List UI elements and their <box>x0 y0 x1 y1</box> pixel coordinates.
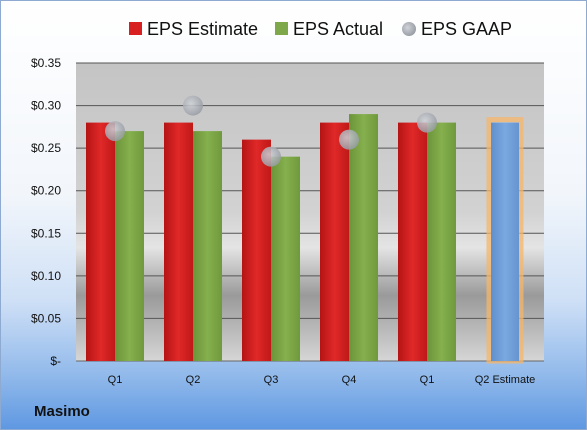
bar-eps-actual <box>427 122 456 361</box>
plot-area <box>76 63 544 361</box>
bar-eps-estimate <box>398 122 427 361</box>
bar-eps-actual <box>115 131 144 361</box>
bar-eps-actual <box>349 114 378 361</box>
y-tick-label: $0.05 <box>31 311 61 325</box>
legend-swatch <box>275 22 288 35</box>
x-category-label: Q2 Estimate <box>475 374 536 386</box>
bar-eps-estimate <box>86 122 115 361</box>
marker-eps-gaap <box>183 95 203 116</box>
bar-eps-estimate <box>320 122 349 361</box>
x-category-label: Q1 <box>108 374 123 386</box>
marker-eps-gaap <box>417 112 437 133</box>
y-tick-label: $- <box>50 354 61 368</box>
y-tick-label: $0.35 <box>31 56 61 70</box>
bar-eps-actual <box>271 156 300 361</box>
legend-label: EPS GAAP <box>421 19 512 39</box>
gaap-markers <box>105 95 437 167</box>
bar-eps-estimate <box>242 139 271 361</box>
marker-eps-gaap <box>261 146 281 167</box>
x-category-label: Q2 <box>186 374 201 386</box>
legend-swatch <box>129 22 142 35</box>
x-category-label: Q3 <box>264 374 279 386</box>
y-tick-label: $0.30 <box>31 99 61 113</box>
gridlines <box>76 62 544 362</box>
y-tick-label: $0.15 <box>31 226 61 240</box>
marker-eps-gaap <box>339 129 359 150</box>
legend-label: EPS Actual <box>293 19 383 39</box>
company-name: Masimo <box>34 403 90 420</box>
x-category-label: Q4 <box>342 374 357 386</box>
legend-swatch <box>402 22 416 36</box>
legend: EPS Estimate EPS Actual EPS GAAP <box>129 19 512 39</box>
bars <box>86 114 524 364</box>
y-tick-label: $0.20 <box>31 184 61 198</box>
bar-eps-actual <box>193 131 222 361</box>
bar-eps-estimate <box>164 122 193 361</box>
x-category-label: Q1 <box>420 374 435 386</box>
y-axis-ticks: $- $0.05 $0.10 $0.15 $0.20 $0.25 $0.30 $0.35 <box>31 56 61 368</box>
y-tick-label: $0.10 <box>31 269 61 283</box>
x-axis-categories: Q1 Q2 Q3 Q4 Q1 Q2 Estimate <box>108 374 536 386</box>
y-tick-label: $0.25 <box>31 141 61 155</box>
bar-q2-estimate <box>491 122 519 361</box>
legend-label: EPS Estimate <box>147 19 258 39</box>
marker-eps-gaap <box>105 121 125 142</box>
